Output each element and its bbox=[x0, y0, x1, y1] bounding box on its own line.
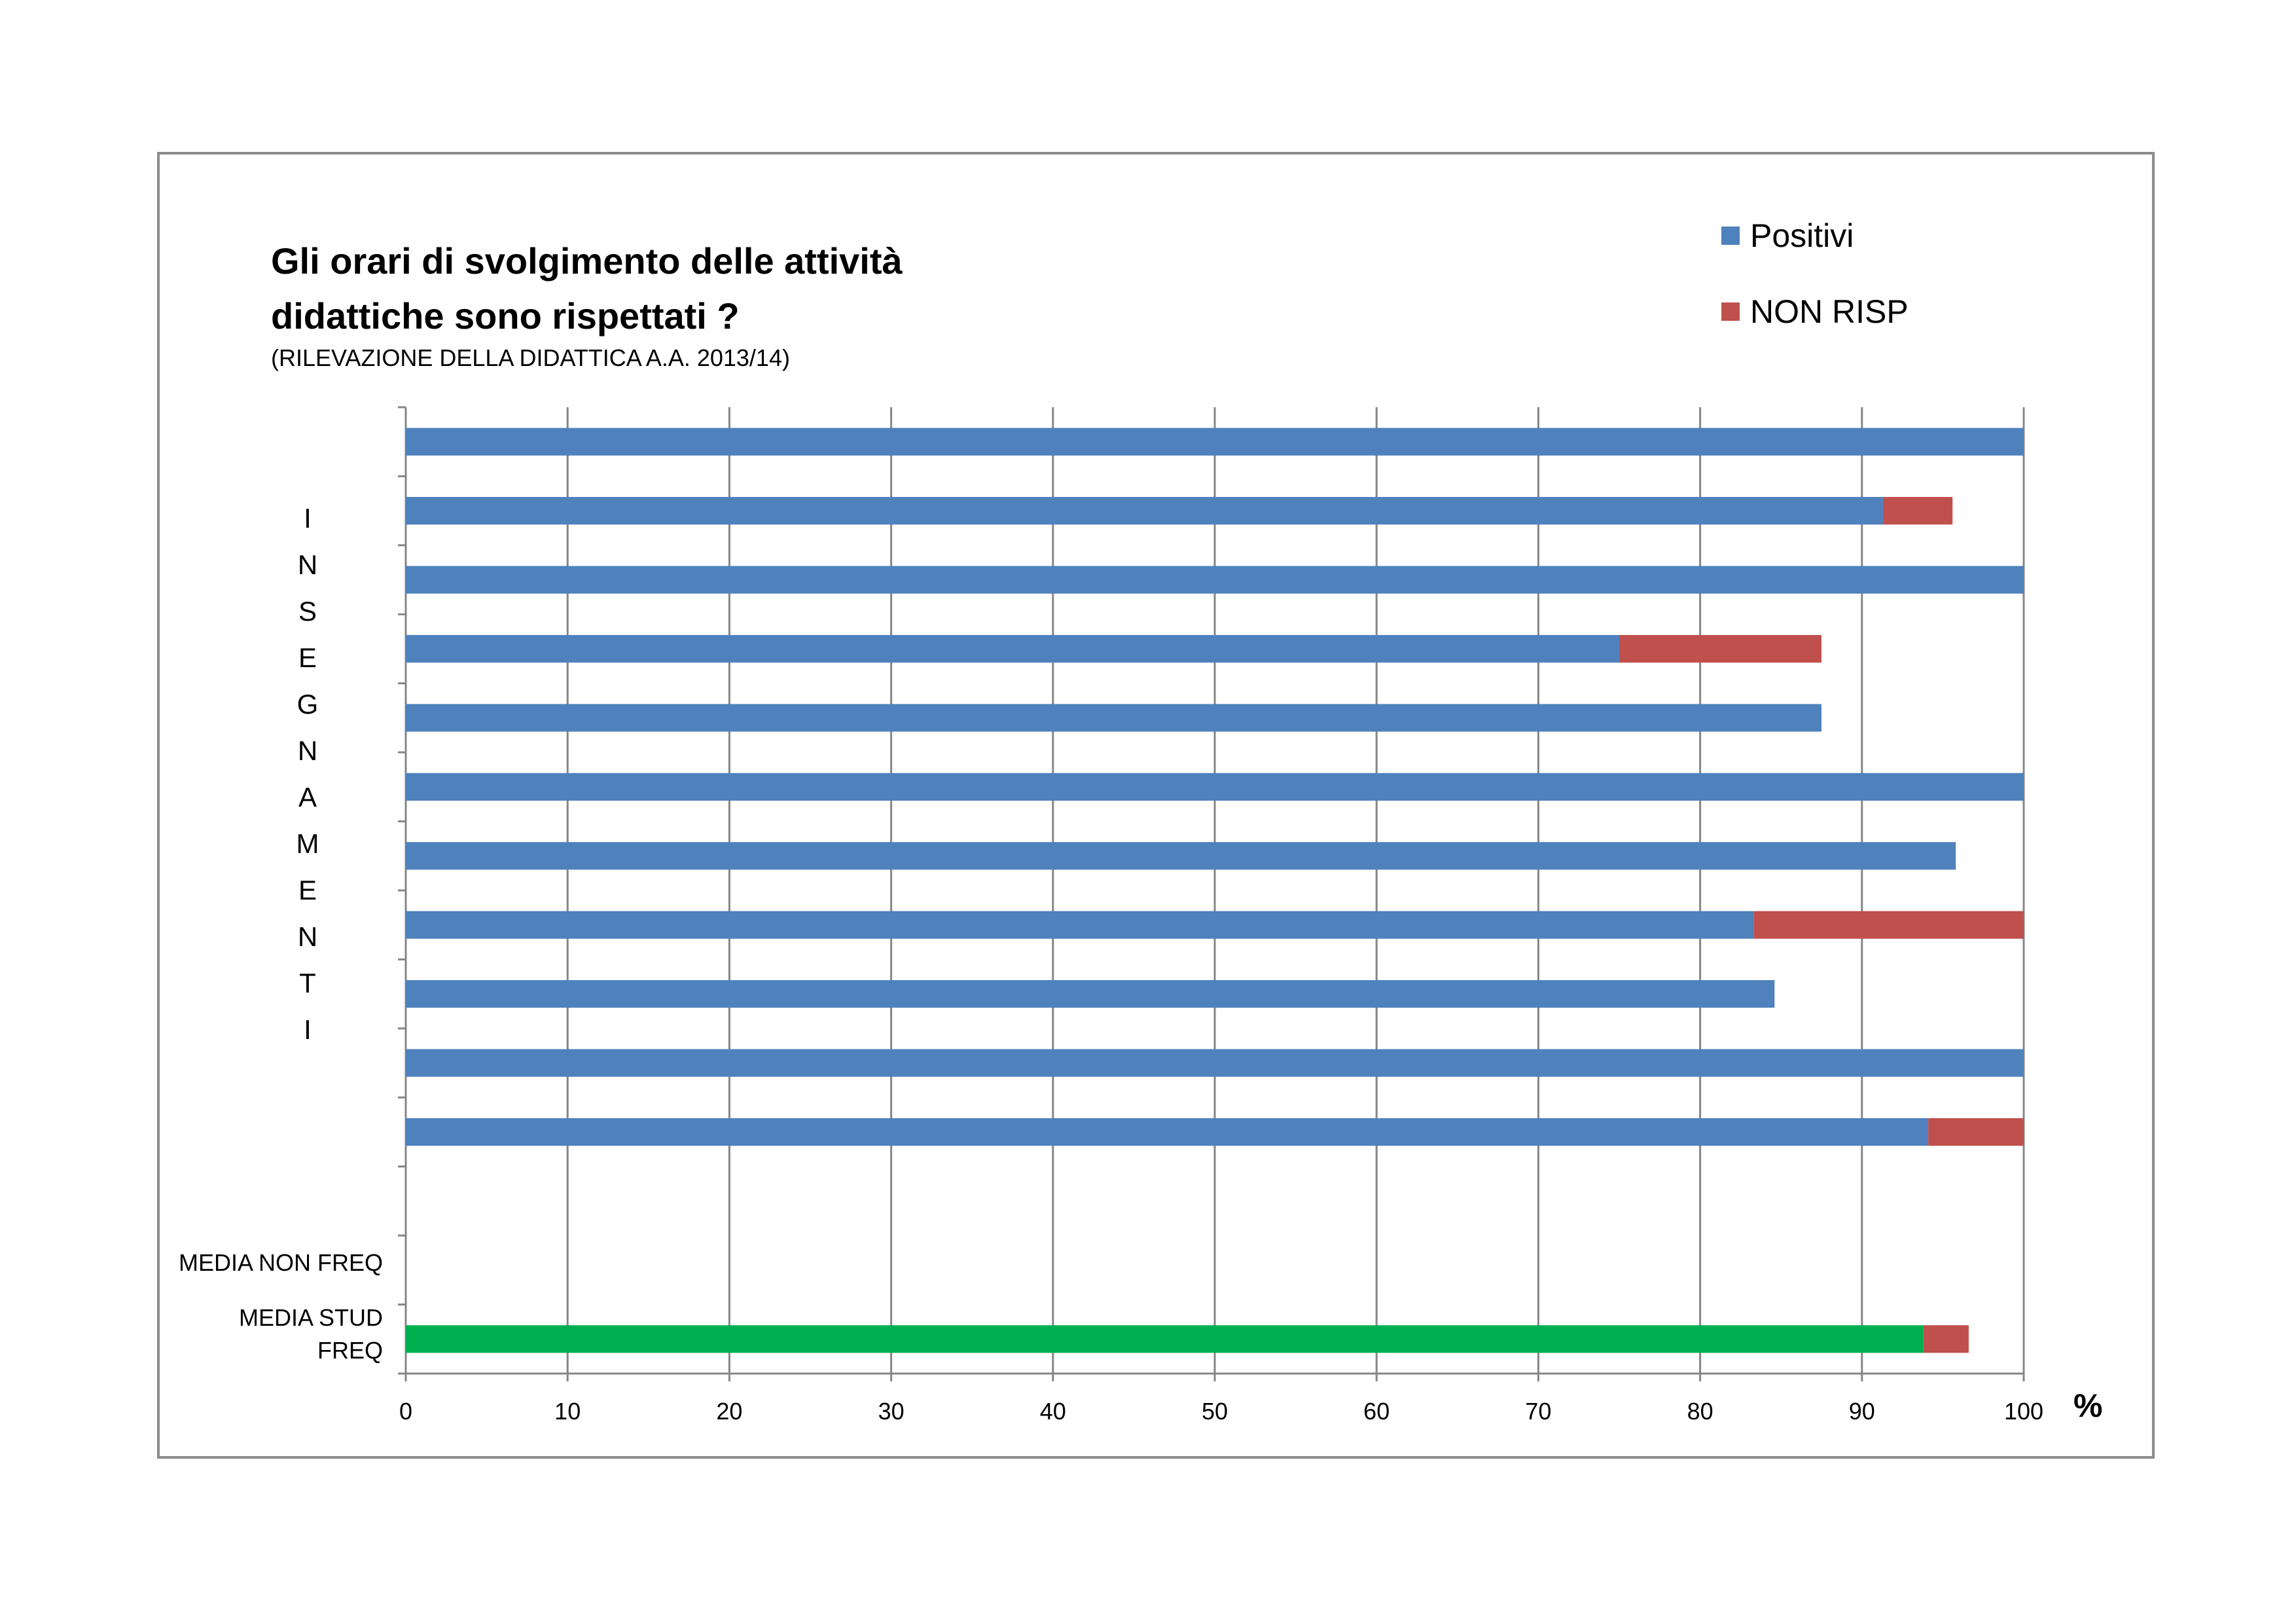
bar-positivi bbox=[406, 842, 1956, 870]
x-axis-unit-label: % bbox=[2073, 1387, 2103, 1424]
y-axis-letter: S bbox=[298, 596, 317, 627]
bar-non-risp bbox=[1619, 634, 1821, 663]
category-label-media-stud-freq: MEDIA STUD FREQ bbox=[196, 1302, 383, 1367]
legend-item-positivi: Positivi bbox=[1721, 216, 1854, 255]
y-axis-letter: I bbox=[304, 503, 312, 534]
bar-positivi bbox=[406, 980, 1775, 1008]
bar-non-risp bbox=[1882, 497, 1953, 525]
legend-swatch-non-risp bbox=[1721, 302, 1740, 321]
y-axis-letter: E bbox=[298, 642, 317, 673]
category-label-media-stud-freq-line1: MEDIA STUD bbox=[238, 1304, 383, 1331]
y-axis-letter: G bbox=[296, 689, 319, 720]
bar-positivi bbox=[406, 428, 2024, 456]
x-tick-label: 90 bbox=[1849, 1398, 1875, 1425]
x-tick-label: 80 bbox=[1687, 1398, 1713, 1425]
y-axis-letter: N bbox=[297, 735, 318, 766]
bar-positivi bbox=[406, 1049, 2024, 1077]
y-axis-letter: E bbox=[298, 875, 317, 905]
chart-title-line1: Gli orari di svolgimento delle attività bbox=[271, 240, 903, 282]
chart-frame bbox=[157, 152, 2155, 1459]
y-axis-letter: N bbox=[297, 921, 318, 952]
bar-media-positivi bbox=[406, 1325, 1924, 1353]
chart-subtitle: (RILEVAZIONE DELLA DIDATTICA A.A. 2013/1… bbox=[271, 344, 790, 371]
y-axis-letter: M bbox=[296, 828, 319, 859]
bar-positivi bbox=[406, 911, 1754, 939]
category-label-media-stud-freq-line2: FREQ bbox=[317, 1337, 383, 1364]
bar-positivi bbox=[406, 704, 1821, 732]
x-tick-label: 20 bbox=[716, 1398, 742, 1425]
legend-label-non-risp: NON RISP bbox=[1750, 293, 1909, 330]
bar-positivi bbox=[406, 773, 2024, 801]
legend-label-positivi: Positivi bbox=[1750, 217, 1854, 254]
legend-item-non-risp: NON RISP bbox=[1721, 292, 1909, 331]
bar-non-risp bbox=[1923, 1325, 1969, 1353]
bar-non-risp bbox=[1928, 1118, 2024, 1146]
x-tick-label: 60 bbox=[1363, 1398, 1390, 1425]
bar-positivi bbox=[406, 566, 2024, 594]
x-tick-label: 30 bbox=[878, 1398, 905, 1425]
bar-non-risp bbox=[1753, 911, 2024, 939]
bar-positivi bbox=[406, 1118, 1929, 1146]
x-tick-label: 40 bbox=[1040, 1398, 1066, 1425]
x-tick-label: 50 bbox=[1202, 1398, 1228, 1425]
bar-positivi bbox=[406, 634, 1619, 663]
chart-title-line2: didattiche sono rispettati ? bbox=[271, 295, 740, 337]
legend-swatch-positivi bbox=[1721, 227, 1740, 245]
x-tick-label: 0 bbox=[399, 1398, 412, 1425]
bar-positivi bbox=[406, 497, 1883, 525]
y-axis-letter: T bbox=[299, 968, 316, 998]
x-tick-label: 70 bbox=[1525, 1398, 1551, 1425]
x-tick-label: 100 bbox=[2004, 1398, 2043, 1425]
x-tick-label: 10 bbox=[554, 1398, 581, 1425]
y-axis-letter: N bbox=[297, 549, 318, 580]
y-axis-letter: A bbox=[298, 782, 317, 812]
y-axis-letter: I bbox=[304, 1014, 312, 1045]
category-label-media-non-freq: MEDIA NON FREQ bbox=[178, 1249, 383, 1276]
